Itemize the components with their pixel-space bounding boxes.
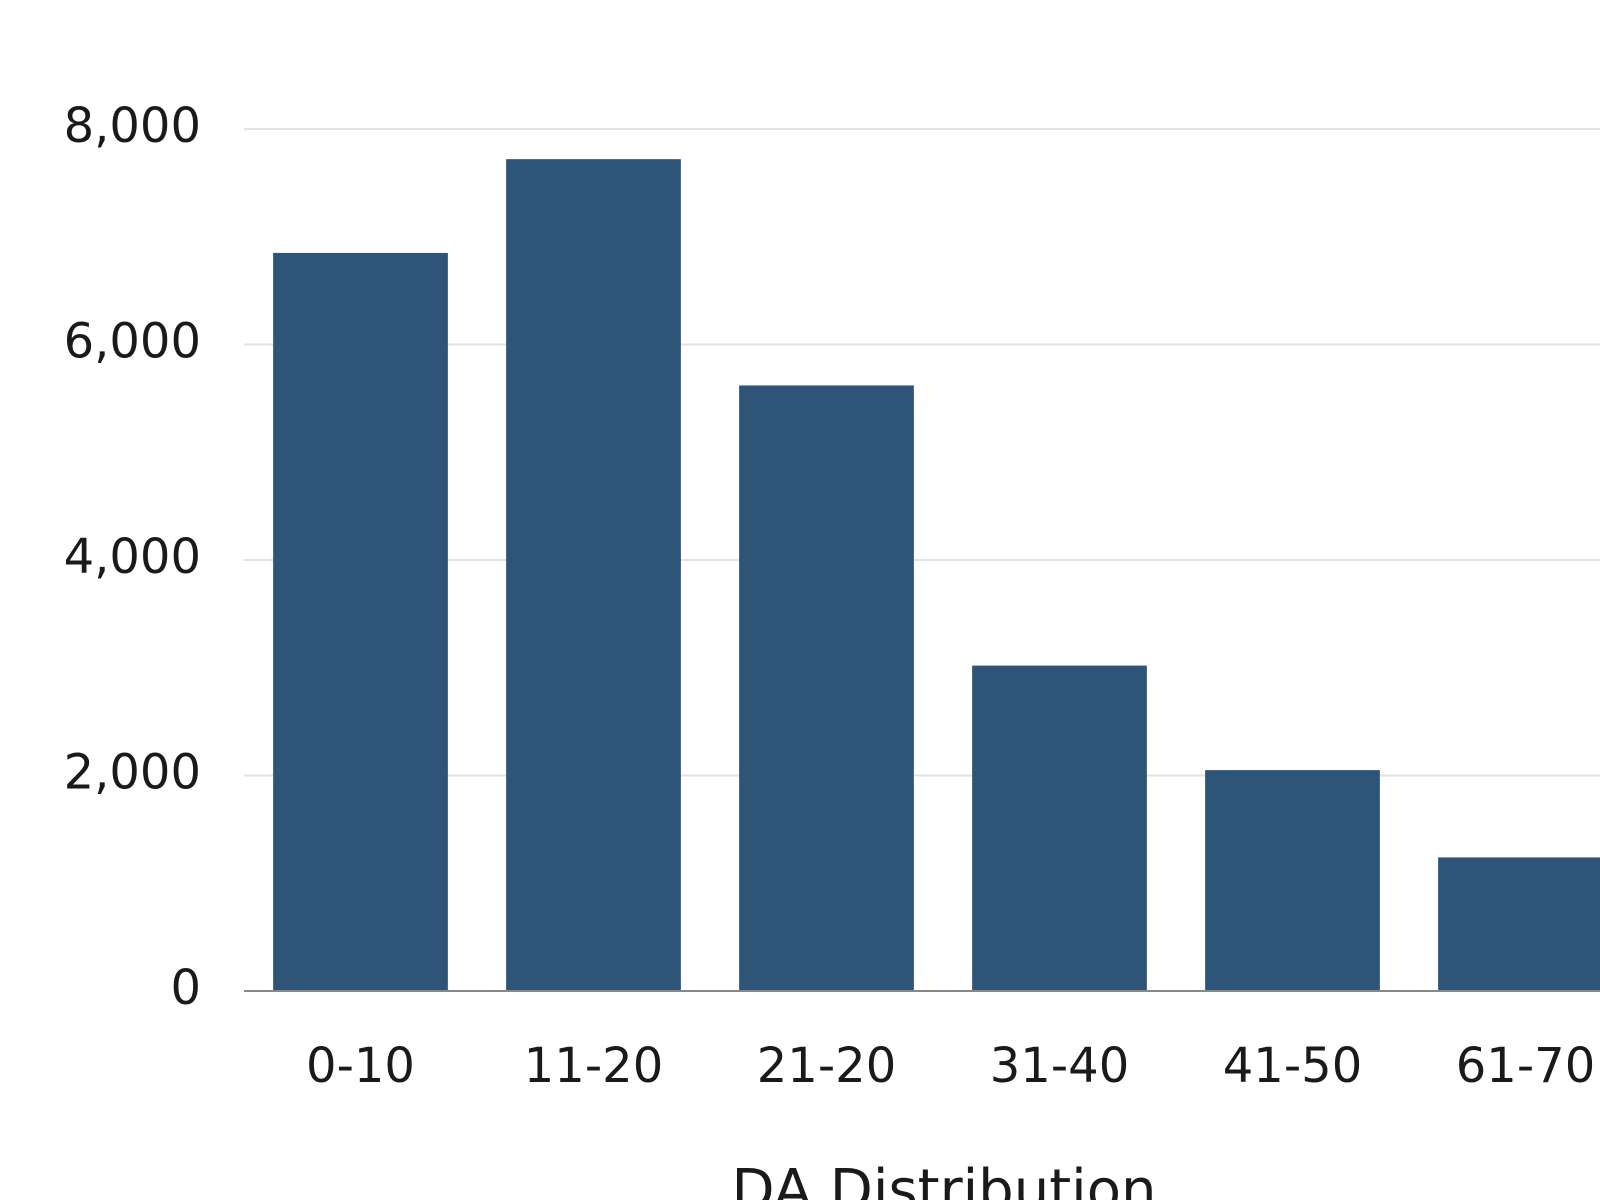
y-tick-label: 6,000 [64,314,201,370]
bar [1438,857,1600,991]
x-axis-title: DA Distribution [732,1158,1157,1200]
bar [1205,770,1380,991]
x-tick-label: 21-20 [757,1038,896,1094]
bar [739,385,914,991]
bar [506,159,681,992]
bar [972,665,1147,991]
bar [273,252,448,992]
x-tick-label: 0-10 [306,1038,415,1094]
y-tick-label: 4,000 [64,529,201,585]
y-tick-label: 2,000 [64,745,201,801]
y-tick-label: 8,000 [64,98,201,154]
x-tick-label: 61-70 [1456,1038,1595,1094]
x-tick-label: 41-50 [1223,1038,1362,1094]
x-tick-label: 31-40 [990,1038,1129,1094]
y-tick-label: 0 [170,960,201,1016]
x-tick-label: 11-20 [524,1038,663,1094]
